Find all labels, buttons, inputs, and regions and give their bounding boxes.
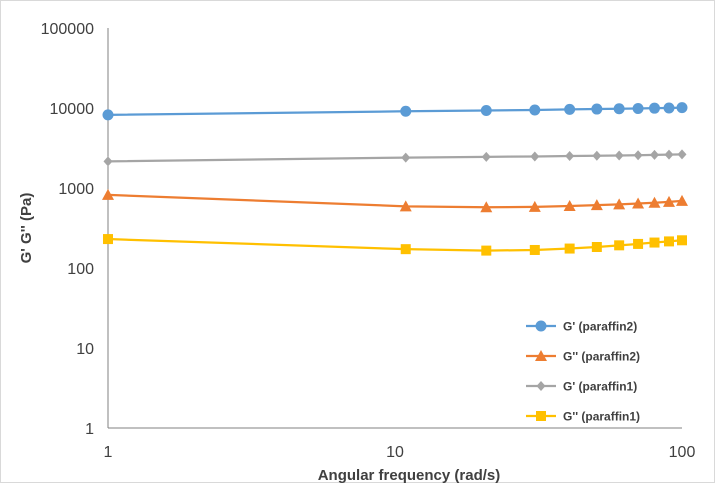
data-point [677, 235, 687, 246]
data-point [591, 242, 602, 253]
data-point [564, 103, 576, 115]
series-g-paraffin1 [103, 149, 687, 167]
legend-item: G'' (paraffin1) [526, 410, 640, 424]
data-point [565, 151, 575, 162]
data-point [103, 234, 113, 245]
data-point [613, 198, 626, 210]
legend-label: G' (paraffin2) [563, 320, 637, 334]
legend-label: G' (paraffin1) [563, 380, 637, 394]
series-g-paraffin2 [102, 188, 688, 213]
data-point [632, 103, 644, 115]
data-point [399, 200, 412, 212]
data-point [663, 195, 676, 207]
data-point [664, 149, 674, 160]
y-tick-label: 100 [67, 261, 94, 278]
y-tick-label: 100000 [41, 21, 94, 38]
data-point [592, 150, 602, 161]
data-point [613, 103, 625, 115]
x-axis-title: Angular frequency (rad/s) [318, 467, 501, 484]
data-point [563, 200, 576, 212]
data-point [103, 156, 113, 167]
y-axis-title: G' G'' (Pa) [18, 193, 35, 264]
data-point [400, 105, 412, 117]
data-point [564, 243, 575, 254]
y-tick-label: 10 [76, 341, 94, 358]
data-point [648, 196, 661, 208]
x-tick-label: 10 [386, 444, 404, 461]
data-point [663, 102, 675, 114]
data-point [480, 105, 492, 117]
series-g-paraffin2 [102, 102, 688, 121]
data-point [528, 200, 541, 212]
legend: G' (paraffin2) G'' (paraffin2) G' (paraffi… [526, 320, 640, 424]
data-point [481, 151, 491, 162]
series-g-paraffin1 [103, 234, 687, 256]
data-point [529, 244, 540, 255]
y-tick-label: 10000 [50, 101, 95, 118]
data-point [480, 201, 493, 213]
data-point [529, 104, 541, 116]
data-point [649, 237, 660, 248]
x-tick-label: 100 [669, 444, 696, 461]
data-point [676, 194, 688, 206]
data-point [633, 150, 643, 161]
legend-item: G'' (paraffin2) [526, 350, 640, 364]
legend-swatch-marker [535, 350, 547, 361]
data-point [632, 197, 645, 209]
data-point [400, 244, 411, 255]
data-point [614, 240, 625, 251]
x-tick-labels: 1 10 100 [104, 444, 696, 461]
data-point [481, 245, 492, 256]
data-point [676, 102, 688, 114]
legend-label: G'' (paraffin1) [563, 410, 640, 424]
legend-swatch-marker [535, 320, 547, 332]
data-point [649, 149, 659, 160]
data-point [401, 152, 411, 163]
legend-swatch-marker [536, 411, 546, 421]
legend-swatch-marker [536, 381, 546, 391]
x-tick-label: 1 [104, 444, 113, 461]
legend-label: G'' (paraffin2) [563, 350, 640, 364]
data-point [102, 109, 114, 121]
y-tick-label: 1000 [58, 181, 94, 198]
y-tick-label: 1 [85, 421, 94, 438]
data-point [530, 151, 540, 162]
plot-series [102, 102, 688, 256]
data-point [648, 102, 660, 114]
y-tick-labels: 1 10 100 1000 10000 100000 [41, 21, 94, 438]
data-point [590, 199, 603, 211]
legend-item: G' (paraffin2) [526, 320, 637, 334]
data-point [591, 103, 603, 115]
data-point [614, 150, 624, 161]
data-point [664, 236, 675, 247]
legend-item: G' (paraffin1) [526, 380, 637, 394]
axes [107, 28, 682, 429]
data-point [677, 149, 687, 160]
data-point [633, 238, 644, 249]
data-point [102, 188, 114, 200]
